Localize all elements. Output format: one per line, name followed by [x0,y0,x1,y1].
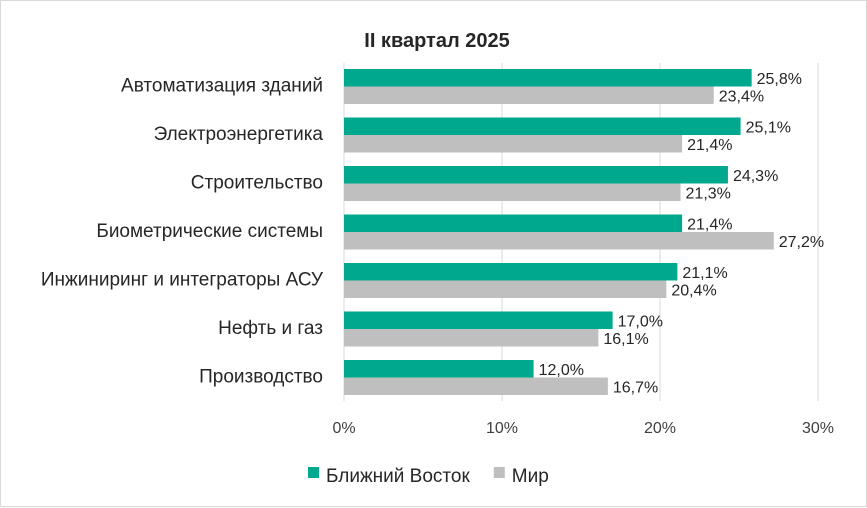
legend-swatch-middle-east [308,467,319,478]
bar-world [344,86,714,104]
chart-title: II квартал 2025 [364,30,509,52]
bar-middle-east [344,311,613,329]
legend: Ближний Восток Мир [308,466,549,487]
data-label: 25,8% [757,71,802,88]
x-tick-label: 0% [332,420,355,437]
legend-label: Ближний Восток [326,466,470,487]
bar-middle-east [344,69,752,87]
category-label: Биометрические системы [96,221,323,242]
legend-swatch-world [493,467,505,478]
category-label: Автоматизация зданий [121,76,323,97]
bar-world [344,232,774,250]
data-label: 23,4% [719,88,764,105]
data-label: 20,4% [671,282,716,299]
category-label: Электроэнергетика [154,124,324,145]
bar-middle-east [344,117,741,135]
data-label: 25,1% [746,119,791,136]
data-label: 21,4% [687,216,732,233]
legend-label: Мир [512,466,549,487]
bar-world [344,135,683,153]
x-tick-label: 20% [644,420,676,437]
bar-middle-east [344,166,728,184]
x-tick-label: 30% [802,420,834,437]
bar-world [344,329,599,347]
x-axis-ticks: 0% 10% 20% 30% [332,420,834,437]
bar-world [344,183,681,201]
bar-middle-east [344,360,534,378]
category-label: Инжиниринг и интеграторы АСУ [41,270,324,291]
data-label: 21,4% [687,137,732,154]
data-label: 21,1% [682,265,727,282]
bar-middle-east [344,263,678,281]
bars [344,69,774,395]
data-label: 21,3% [686,185,731,202]
x-tick-label: 10% [486,420,518,437]
category-labels: Автоматизация зданий Электроэнергетика Стр… [41,76,324,388]
data-label: 27,2% [779,234,824,251]
data-label: 16,7% [613,379,658,396]
bar-world [344,280,667,298]
category-label: Производство [199,367,323,388]
data-label: 12,0% [539,362,584,379]
category-label: Нефть и газ [218,318,323,339]
data-label: 16,1% [603,331,648,348]
bar-middle-east [344,214,683,232]
data-label: 24,3% [733,168,778,185]
data-label: 17,0% [618,313,663,330]
category-label: Строительство [191,173,323,194]
data-labels: 25,8%23,4%25,1%21,4%24,3%21,3%21,4%27,2%… [539,71,825,397]
bar-world [344,377,608,395]
